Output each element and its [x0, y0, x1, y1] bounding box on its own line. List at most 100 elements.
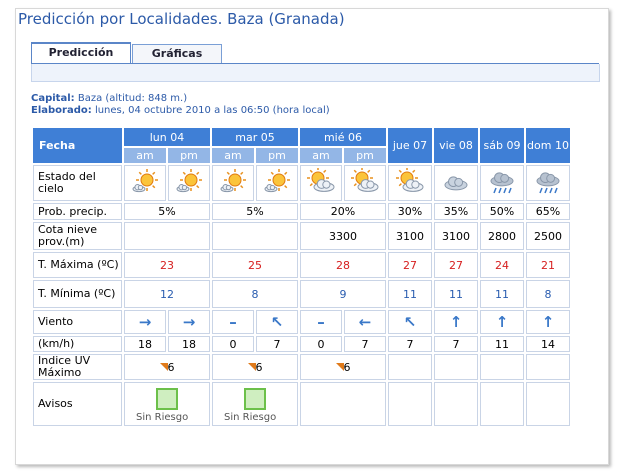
row-prob: Prob. precip. 5% 5% 20% 30% 35% 50% 65%: [33, 203, 570, 220]
cell-value: 8: [251, 287, 259, 301]
weather-icon: [536, 171, 560, 193]
forecast-table: Fecha lun 04 mar 05 mié 06 jue 07 vie 08 sáb 0…: [31, 126, 572, 428]
uv-icon: [335, 362, 344, 371]
period-header: am: [124, 148, 166, 163]
header-row: Fecha lun 04 mar 05 mié 06 jue 07 vie 08 sáb 0…: [33, 128, 570, 163]
cell: 12: [124, 280, 210, 308]
sky-cell: [526, 165, 570, 201]
uv-index: 6: [159, 361, 175, 374]
cell: 2800: [480, 222, 524, 250]
sky-cell: [168, 165, 210, 201]
sky-cell: [300, 165, 342, 201]
cell: →: [124, 310, 166, 334]
cell: ←: [344, 310, 386, 334]
cell-value: 5%: [246, 205, 264, 218]
tab[interactable]: Predicción: [31, 42, 131, 65]
sky-cell: [480, 165, 524, 201]
weather-icon: [132, 168, 158, 192]
cell: [388, 354, 432, 380]
cell-value: 11: [449, 287, 463, 301]
cell: 3100: [388, 222, 432, 250]
cell: 7: [434, 336, 478, 352]
frame: [15, 8, 609, 465]
cell-value: –: [317, 313, 325, 331]
day-header: jue 07: [388, 128, 432, 163]
row-kmh: (km/h) 18 18 0 7 0 7 7 7 11 14: [33, 336, 570, 352]
row-label: Prob. precip.: [33, 203, 122, 220]
cell: 3300: [300, 222, 386, 250]
row-label: Avisos: [33, 382, 122, 426]
period-header: pm: [256, 148, 298, 163]
cell: 23: [124, 252, 210, 278]
cell-value: 25: [248, 258, 262, 272]
cell: 27: [388, 252, 432, 278]
cell: 3100: [434, 222, 478, 250]
row-label: T. Máxima (ºC): [33, 252, 122, 278]
cell: 8: [212, 280, 298, 308]
cell: 7: [256, 336, 298, 352]
warning-label: Sin Riesgo: [213, 412, 297, 423]
cell-value: 3100: [442, 229, 470, 243]
cell: [480, 354, 524, 380]
period-header: pm: [168, 148, 210, 163]
cell: [434, 354, 478, 380]
uv-index: 6: [335, 360, 351, 374]
row-avisos: Avisos Sin Riesgo Sin Riesgo: [33, 382, 570, 426]
cell: 20%: [300, 203, 386, 220]
cell: 18: [124, 336, 166, 352]
label: Capital:: [31, 93, 75, 104]
cell-value: 35%: [443, 205, 469, 218]
cell-value: →: [138, 313, 152, 331]
cell: 65%: [526, 203, 570, 220]
cell-value: 50%: [489, 205, 515, 218]
cell-value: 0: [229, 337, 237, 351]
sky-cell: [124, 165, 166, 201]
capital-line: Capital: Baza (altitud: 848 m.): [31, 93, 330, 105]
cell: [300, 382, 386, 426]
cell: 14: [526, 336, 570, 352]
info: Capital: Baza (altitud: 848 m.) Elaborad…: [31, 93, 330, 117]
cell: ↖: [388, 310, 432, 334]
warning-text: Sin Riesgo: [224, 411, 277, 423]
row-label: Viento: [33, 310, 122, 334]
row-label: T. Mínima (ºC): [33, 280, 122, 308]
cell: →: [168, 310, 210, 334]
tab[interactable]: Gráficas: [132, 44, 222, 63]
weather-icon: [444, 175, 468, 190]
page-title: Predicción por Localidades. Baza (Granad…: [18, 10, 345, 28]
cell-value: 20%: [330, 205, 356, 218]
cell-value: 27: [403, 258, 417, 272]
day-header: dom 10: [526, 128, 570, 163]
cell: 5%: [124, 203, 210, 220]
uv-value: 6: [343, 360, 351, 374]
cell: ↑: [480, 310, 524, 334]
cell: 50%: [480, 203, 524, 220]
cell: 5%: [212, 203, 298, 220]
cell-value: ↖: [270, 313, 284, 331]
cell: 24: [480, 252, 524, 278]
cell-value: 30%: [397, 205, 423, 218]
cell-value: 24: [495, 258, 509, 272]
cell-value: 18: [138, 337, 152, 351]
cell-value: 11: [403, 287, 417, 301]
cell: 7: [388, 336, 432, 352]
weather-icon: [490, 171, 514, 193]
uv-value: 6: [255, 360, 263, 374]
cell: 11: [388, 280, 432, 308]
cell-value: 12: [160, 287, 174, 301]
row-label: Estado del cielo: [33, 165, 122, 201]
cell: 18: [168, 336, 210, 352]
warning-label: Sin Riesgo: [125, 412, 209, 423]
cell: 11: [434, 280, 478, 308]
cell-value: ←: [358, 313, 372, 331]
day-header: sáb 09: [480, 128, 524, 163]
day-header: lun 04: [124, 128, 210, 146]
cell: [388, 382, 432, 426]
sky-cell: [256, 165, 298, 201]
cell: Sin Riesgo: [124, 382, 210, 426]
weather-icon: [176, 168, 202, 192]
cell-value: 7: [452, 337, 460, 351]
cell: [526, 354, 570, 380]
cell: 7: [344, 336, 386, 352]
